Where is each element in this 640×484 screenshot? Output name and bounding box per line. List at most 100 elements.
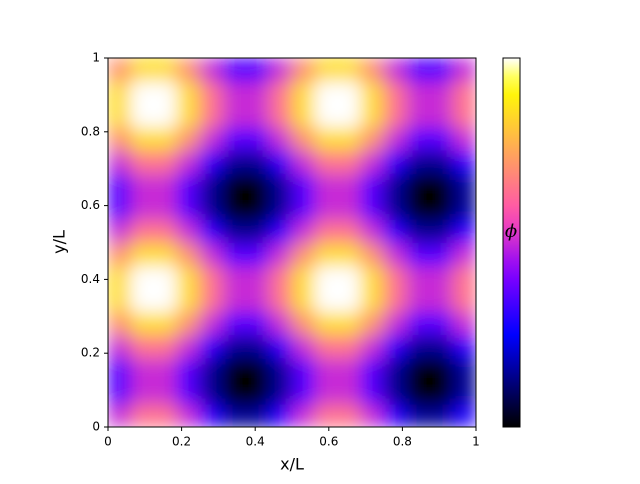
heatmap-cell — [452, 80, 476, 105]
heatmap-cell — [314, 149, 339, 174]
heatmap-cell — [429, 103, 454, 128]
heatmap-cell — [429, 334, 454, 359]
heatmap-cell — [291, 357, 316, 382]
heatmap-cell — [429, 149, 454, 174]
heatmap-cell — [383, 126, 408, 151]
heatmap-cell — [245, 265, 270, 290]
heatmap-cell — [360, 403, 385, 427]
heatmap-cell — [176, 403, 201, 427]
heatmap-cell — [108, 242, 132, 267]
heatmap-cell — [108, 172, 132, 197]
heatmap-cell — [452, 195, 476, 220]
heatmap-cell — [245, 357, 270, 382]
heatmap-cell — [199, 242, 224, 267]
heatmap-cell — [314, 311, 339, 336]
heatmap-cell — [153, 195, 178, 220]
heatmap-cell — [153, 58, 178, 82]
heatmap-cell — [153, 126, 178, 151]
x-tick-label: 0.8 — [393, 435, 412, 449]
heatmap-cell — [337, 195, 362, 220]
heatmap-cell — [429, 80, 454, 105]
heatmap-cell — [406, 334, 431, 359]
heatmap-cell — [383, 265, 408, 290]
heatmap-cell — [337, 380, 362, 405]
heatmap-cell — [337, 334, 362, 359]
x-tick-label: 1 — [472, 435, 480, 449]
heatmap-cell — [314, 126, 339, 151]
heatmap-cell — [153, 288, 178, 313]
heatmap-cell — [245, 195, 270, 220]
heatmap-cell — [268, 103, 293, 128]
y-tick-label: 0.8 — [81, 124, 100, 138]
heatmap-cell — [406, 126, 431, 151]
heatmap-cell — [268, 242, 293, 267]
heatmap-cell — [360, 195, 385, 220]
heatmap-cell — [176, 126, 201, 151]
y-tick-label: 0.2 — [81, 346, 100, 360]
heatmap-cell — [406, 172, 431, 197]
heatmap-cell — [268, 334, 293, 359]
heatmap-cell — [199, 288, 224, 313]
heatmap-cell — [429, 172, 454, 197]
heatmap-cell — [314, 242, 339, 267]
heatmap-cell — [176, 334, 201, 359]
heatmap-cell — [268, 80, 293, 105]
heatmap-cell — [360, 58, 385, 82]
heatmap-cell — [199, 380, 224, 405]
x-tick-label: 0 — [104, 435, 112, 449]
heatmap-cell — [383, 311, 408, 336]
heatmap-cell — [245, 403, 270, 427]
heatmap-cell — [222, 265, 247, 290]
heatmap-cell — [176, 357, 201, 382]
heatmap-cell — [199, 218, 224, 243]
heatmap-cell — [452, 334, 476, 359]
heatmap-cell — [245, 288, 270, 313]
heatmap-cell — [199, 311, 224, 336]
heatmap-cell — [337, 172, 362, 197]
heatmap-cell — [108, 80, 132, 105]
heatmap-cell — [176, 218, 201, 243]
heatmap-cell — [245, 126, 270, 151]
heatmap-cell — [176, 80, 201, 105]
heatmap-cell — [176, 380, 201, 405]
heatmap-cell — [452, 380, 476, 405]
heatmap-cell — [222, 242, 247, 267]
heatmap-cell — [153, 149, 178, 174]
heatmap-cell — [245, 311, 270, 336]
heatmap-cell — [222, 380, 247, 405]
heatmap-cell — [245, 80, 270, 105]
heatmap-cell — [268, 149, 293, 174]
heatmap-cell — [222, 103, 247, 128]
heatmap-cell — [108, 218, 132, 243]
heatmap-cell — [130, 242, 155, 267]
heatmap-cell — [337, 357, 362, 382]
heatmap-cell — [176, 172, 201, 197]
heatmap-cell — [268, 172, 293, 197]
heatmap-cell — [108, 265, 132, 290]
heatmap-cell — [383, 172, 408, 197]
heatmap-cell — [337, 149, 362, 174]
heatmap-cell — [383, 334, 408, 359]
heatmap-cell — [153, 80, 178, 105]
heatmap-cell — [406, 380, 431, 405]
heatmap-cell — [130, 265, 155, 290]
heatmap-cell — [130, 334, 155, 359]
heatmap-cell — [245, 149, 270, 174]
heatmap-cell — [360, 126, 385, 151]
heatmap-cell — [268, 265, 293, 290]
heatmap-cell — [176, 103, 201, 128]
heatmap-cell — [452, 265, 476, 290]
heatmap-cell — [360, 265, 385, 290]
heatmap-cell — [176, 242, 201, 267]
x-tick-label: 0.2 — [172, 435, 191, 449]
heatmap-cell — [452, 58, 476, 82]
heatmap-cell — [291, 242, 316, 267]
heatmap-cell — [429, 265, 454, 290]
heatmap-cell — [176, 149, 201, 174]
heatmap-cell — [406, 288, 431, 313]
heatmap-cell — [108, 334, 132, 359]
heatmap-cell — [153, 265, 178, 290]
heatmap-cell — [130, 58, 155, 82]
heatmap-cell — [176, 195, 201, 220]
